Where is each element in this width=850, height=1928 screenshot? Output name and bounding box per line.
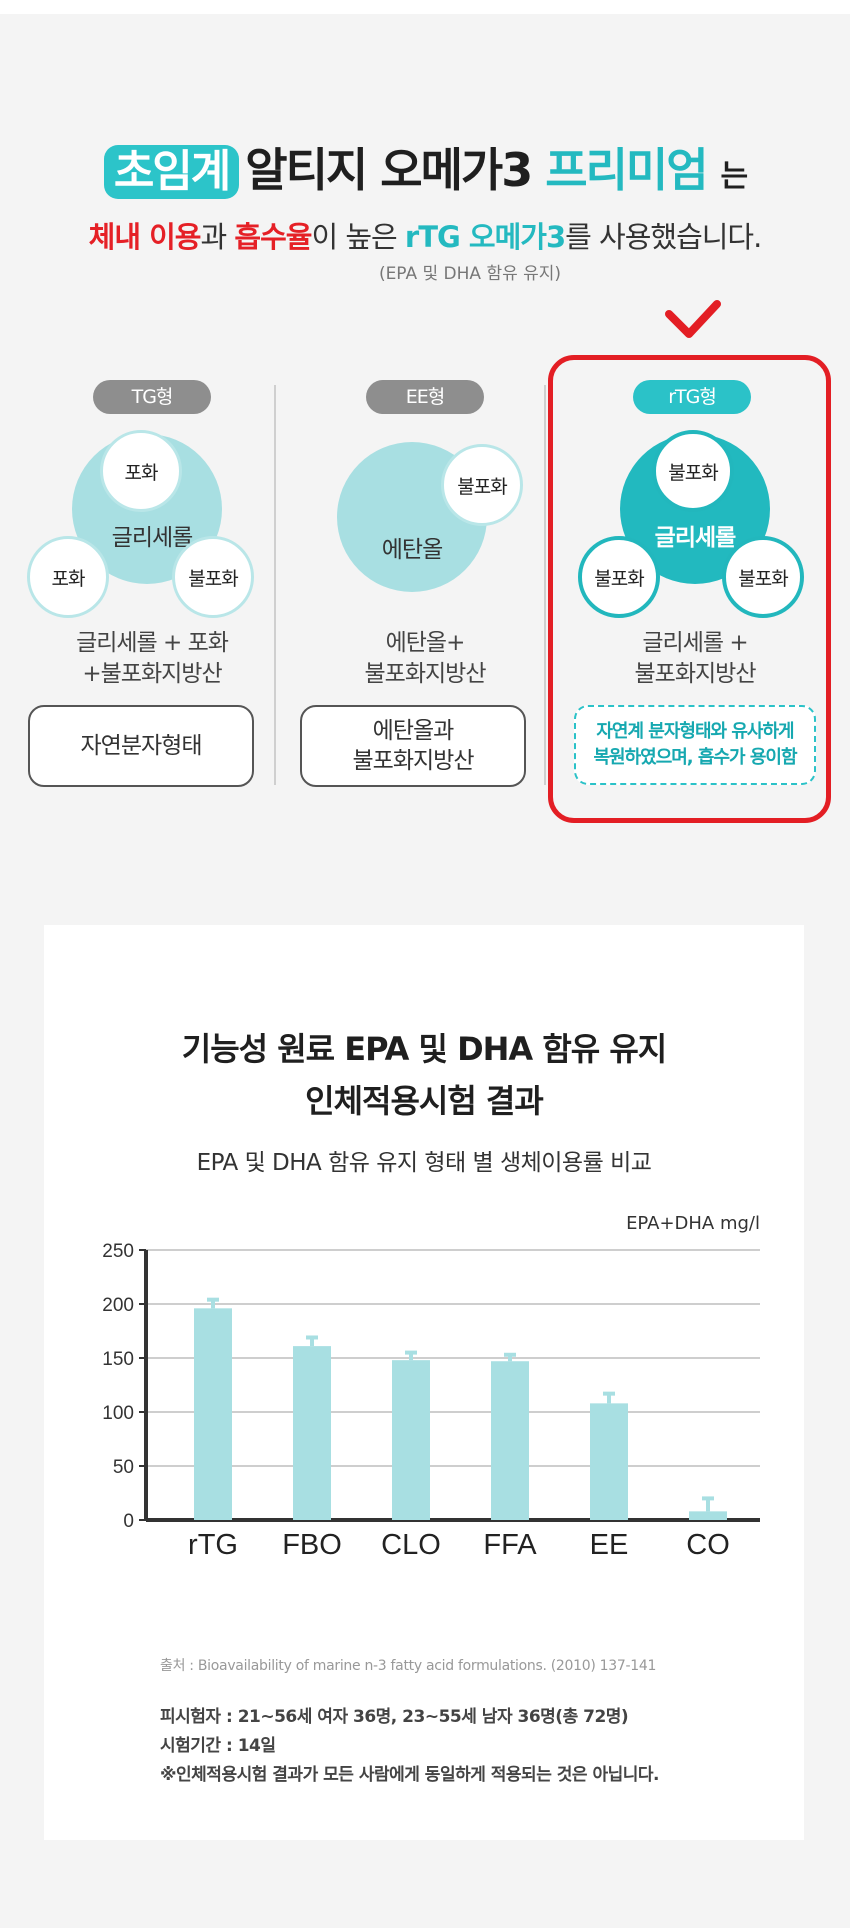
- center-label: 글리세롤: [654, 525, 737, 551]
- form-box: 에탄올과 불포화지방산: [300, 705, 526, 787]
- highlight-frame: [548, 355, 831, 823]
- bubble-right: 불포화: [722, 536, 804, 618]
- disclaimer-note: ※인체적용시험 결과가 모든 사람에게 동일하게 적용되는 것은 아닙니다.: [160, 1765, 659, 1785]
- period-note: 시험기간 : 14일: [160, 1736, 276, 1756]
- bubble-top: 불포화: [652, 430, 734, 512]
- bar-rtg: [194, 1308, 232, 1520]
- bubble-left: 불포화: [578, 536, 660, 618]
- x-tick-label: FFA: [483, 1529, 537, 1561]
- check-icon: [665, 300, 721, 338]
- panel-title: 기능성 원료 EPA 및 DHA 함유 유지 인체적용시험 결과: [44, 1023, 804, 1127]
- x-tick-label: rTG: [188, 1529, 238, 1561]
- bar-clo: [392, 1360, 430, 1520]
- bubble-top: 포화: [100, 430, 182, 512]
- box-line2: 불포화지방산: [352, 748, 475, 774]
- desc-line2: 불포화지방산: [634, 661, 757, 687]
- panel-title-line1: 기능성 원료 EPA 및 DHA 함유 유지: [181, 1030, 668, 1068]
- desc-line1: 에탄올+: [385, 630, 466, 656]
- premium-word: 프리미엄: [545, 143, 708, 197]
- text-1: 과: [200, 220, 235, 254]
- bar-ffa: [491, 1361, 529, 1520]
- chart-panel: 기능성 원료 EPA 및 DHA 함유 유지 인체적용시험 결과 EPA 및 D…: [44, 925, 804, 1840]
- bar-ee: [590, 1403, 628, 1520]
- tag-tg: TG형: [93, 380, 211, 414]
- x-tick-label: FBO: [282, 1529, 342, 1561]
- bubble-small: 불포화: [441, 444, 523, 526]
- chart-subtitle: EPA 및 DHA 함유 유지 형태 별 생체이용률 비교: [196, 1150, 652, 1176]
- y-tick-label: 200: [102, 1295, 134, 1316]
- text-2: 이 높은: [311, 220, 405, 254]
- text-3: 를 사용했습니다.: [565, 220, 762, 254]
- headline-line1: 초임계 알티지 오메가3 프리미엄 는: [0, 140, 850, 207]
- x-tick-label: CO: [686, 1529, 730, 1561]
- desc-line1: 글리세롤 +: [642, 630, 748, 656]
- divider-1: [274, 385, 276, 785]
- desc-line2: +불포화지방산: [82, 661, 222, 687]
- y-tick-label: 150: [102, 1349, 134, 1370]
- y-tick-label: 0: [123, 1511, 134, 1532]
- center-label: 글리세롤: [111, 525, 194, 551]
- column-rtg: rTG형 글리세롤 불포화 불포화 불포화 글리세롤 + 불포화지방산 자연계 …: [562, 380, 822, 800]
- top-band: [0, 0, 850, 14]
- bubble-right: 불포화: [172, 536, 254, 618]
- chart-unit: EPA+DHA mg/l: [626, 1213, 760, 1234]
- box-line1: 에탄올과: [372, 718, 455, 744]
- highlight-pill: 초임계: [103, 145, 240, 199]
- column-tg: TG형 글리세롤 포화 포화 불포화 글리세롤 + 포화 +불포화지방산 자연분…: [22, 380, 282, 800]
- bar-fbo: [293, 1346, 331, 1520]
- headline-note: (EPA 및 DHA 함유 유지): [378, 264, 562, 284]
- center-label: 에탄올: [381, 537, 443, 563]
- headline-line2: 체내 이용과 흡수율이 높은 rTG 오메가3를 사용했습니다.: [0, 217, 850, 257]
- panel-title-line2: 인체적용시험 결과: [305, 1082, 544, 1120]
- subjects-note: 피시험자 : 21~56세 여자 36명, 23~55세 남자 36명(총 72…: [160, 1707, 629, 1727]
- benefit-line1: 자연계 분자형태와 유사하게: [596, 721, 794, 742]
- tag-rtg: rTG형: [633, 380, 751, 414]
- form-box: 자연분자형태: [28, 705, 254, 787]
- particle: 는: [720, 159, 749, 194]
- column-ee: EE형 에탄올 불포화 에탄올+ 불포화지방산 에탄올과 불포화지방산: [295, 380, 555, 800]
- red-phrase-1: 체내 이용: [88, 220, 202, 254]
- divider-2: [544, 385, 546, 785]
- teal-phrase: rTG 오메가3: [404, 220, 566, 254]
- benefit-line2: 복원하였으며, 흡수가 용이함: [593, 747, 797, 768]
- source-citation: 출처 : Bioavailability of marine n-3 fatty…: [160, 1658, 657, 1674]
- desc-line2: 불포화지방산: [364, 661, 487, 687]
- x-tick-label: CLO: [381, 1529, 441, 1561]
- desc-line1: 글리세롤 + 포화: [76, 630, 229, 656]
- bar-co: [689, 1511, 727, 1520]
- bar-chart: 0 50 100 150 200 250 rTG FBO CLO FFA EE CO: [102, 1241, 760, 1561]
- red-phrase-2: 흡수율: [234, 220, 312, 254]
- y-tick-label: 250: [102, 1241, 134, 1262]
- x-tick-label: EE: [590, 1529, 629, 1561]
- headline: 초임계 알티지 오메가3 프리미엄 는 체내 이용과 흡수율이 높은 rTG 오메…: [0, 140, 850, 284]
- y-tick-label: 50: [113, 1457, 134, 1478]
- benefit-box: 자연계 분자형태와 유사하게 복원하였으며, 흡수가 용이함: [574, 705, 816, 785]
- tag-ee: EE형: [366, 380, 484, 414]
- product-name: 알티지 오메가3: [245, 143, 533, 197]
- bubble-left: 포화: [27, 536, 109, 618]
- y-tick-label: 100: [102, 1403, 134, 1424]
